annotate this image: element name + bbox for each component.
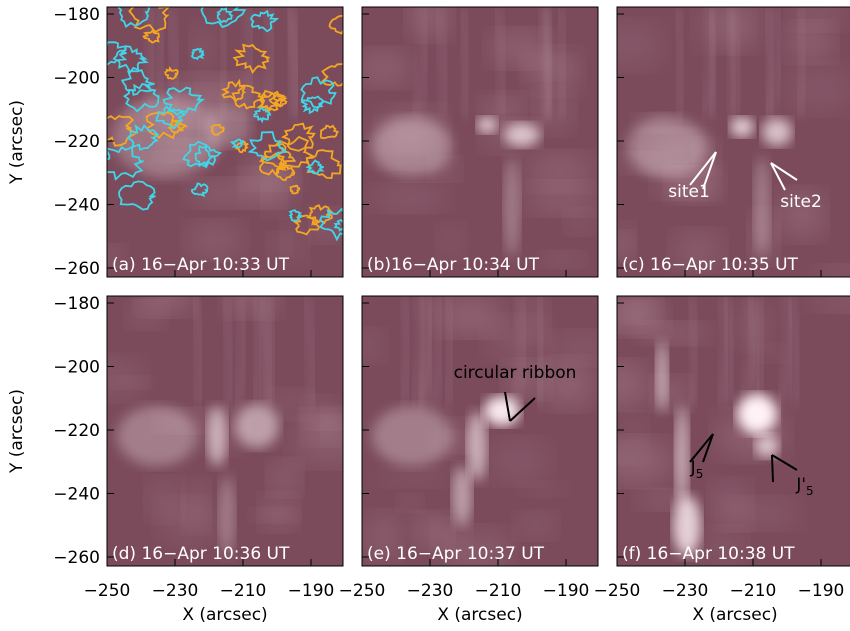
panel-label: (a) 16−Apr 10:33 UT	[112, 255, 290, 275]
annotation-text: circular ribbon	[454, 363, 577, 383]
x-tick-label: −230	[152, 581, 199, 601]
haze	[593, 22, 664, 70]
y-tick-label: −260	[53, 548, 100, 568]
bright-region	[484, 396, 520, 426]
haze	[486, 439, 551, 483]
image-panel	[88, 0, 356, 277]
panel-label: (f) 16−Apr 10:38 UT	[622, 544, 795, 564]
figure: (a) 16−Apr 10:33 UT (b)16−Apr 10:34 UT (c)…	[0, 0, 850, 631]
x-tick-label: −190	[543, 581, 590, 601]
haze	[695, 3, 752, 50]
annotation-label: site1	[668, 182, 710, 202]
haze	[616, 282, 661, 321]
annotation-arrow	[772, 455, 773, 482]
x-tick-label: −250	[339, 581, 386, 601]
bright-region	[754, 157, 770, 257]
image-panel	[594, 282, 850, 566]
bright-region	[477, 117, 497, 133]
haze	[377, 468, 452, 487]
x-tick-label: −250	[84, 581, 131, 601]
annotation-label: circular ribbon	[454, 363, 577, 383]
bright-region	[730, 117, 754, 137]
x-tick-label: −210	[475, 581, 522, 601]
haze	[127, 302, 166, 329]
annotation-subscript: 5	[806, 484, 814, 498]
haze	[789, 2, 845, 30]
x-tick-label: −250	[594, 581, 641, 601]
haze	[524, 183, 599, 215]
bright-region	[207, 406, 227, 466]
bright-region	[117, 406, 197, 466]
x-tick-label: −210	[730, 581, 777, 601]
bright-region	[372, 406, 452, 466]
haze	[597, 438, 674, 485]
haze	[540, 251, 584, 267]
bright-region	[504, 157, 520, 257]
x-tick-label: −210	[220, 581, 267, 601]
haze	[191, 23, 216, 75]
annotation-subscript: 5	[696, 467, 704, 481]
x-axis-label: X (arcsec)	[692, 605, 777, 625]
y-tick-label: −240	[53, 485, 100, 505]
y-axis-label: Y (arcsec)	[7, 100, 27, 185]
bright-region	[235, 404, 279, 448]
bright-region	[202, 107, 252, 147]
x-tick-label: −190	[798, 581, 845, 601]
panel-label: (d) 16−Apr 10:36 UT	[112, 544, 290, 564]
bright-region	[675, 406, 689, 506]
x-tick-label: −230	[662, 581, 709, 601]
haze	[594, 362, 649, 408]
haze	[369, 185, 448, 212]
y-tick-label: −220	[53, 132, 100, 152]
haze	[519, 482, 568, 496]
haze	[516, 513, 557, 539]
haze	[268, 460, 301, 495]
bright-region	[452, 466, 472, 526]
haze	[290, 418, 368, 466]
haze	[398, 495, 423, 512]
annotation-text: site1	[668, 182, 710, 202]
bright-region	[504, 123, 540, 147]
x-axis-label: X (arcsec)	[437, 605, 522, 625]
annotation-label: site2	[780, 192, 822, 212]
panel-label: (b)16−Apr 10:34 UT	[367, 255, 540, 275]
haze	[354, 50, 412, 87]
haze	[639, 322, 710, 344]
bright-region	[372, 117, 452, 177]
panel-label: (e) 16−Apr 10:37 UT	[367, 544, 545, 564]
y-tick-label: −200	[53, 358, 100, 378]
image-panel	[354, 0, 599, 277]
image-panel	[593, 0, 850, 281]
haze	[260, 494, 297, 530]
x-tick-label: −230	[407, 581, 454, 601]
x-tick-label: −190	[288, 581, 335, 601]
panel-label: (c) 16−Apr 10:35 UT	[622, 255, 799, 275]
y-tick-label: −180	[53, 294, 100, 314]
annotation-text: site2	[780, 192, 822, 212]
bright-region	[755, 434, 779, 458]
annotation-text: J'	[795, 475, 806, 495]
x-axis-label: X (arcsec)	[182, 605, 267, 625]
y-tick-label: −200	[53, 69, 100, 89]
image-panel	[343, 292, 616, 577]
haze	[186, 221, 244, 258]
bright-region	[762, 118, 792, 146]
y-tick-label: −260	[53, 259, 100, 279]
y-tick-label: −240	[53, 196, 100, 216]
bright-region	[467, 411, 487, 481]
y-tick-label: −220	[53, 421, 100, 441]
bright-region	[627, 117, 707, 177]
haze	[146, 478, 182, 521]
y-axis-label: Y (arcsec)	[7, 389, 27, 474]
image-panel	[84, 277, 369, 566]
bright-region	[737, 394, 777, 434]
y-tick-label: −180	[53, 5, 100, 25]
haze	[546, 331, 616, 364]
haze	[343, 329, 385, 361]
haze	[710, 480, 751, 527]
bright-region	[656, 341, 668, 411]
